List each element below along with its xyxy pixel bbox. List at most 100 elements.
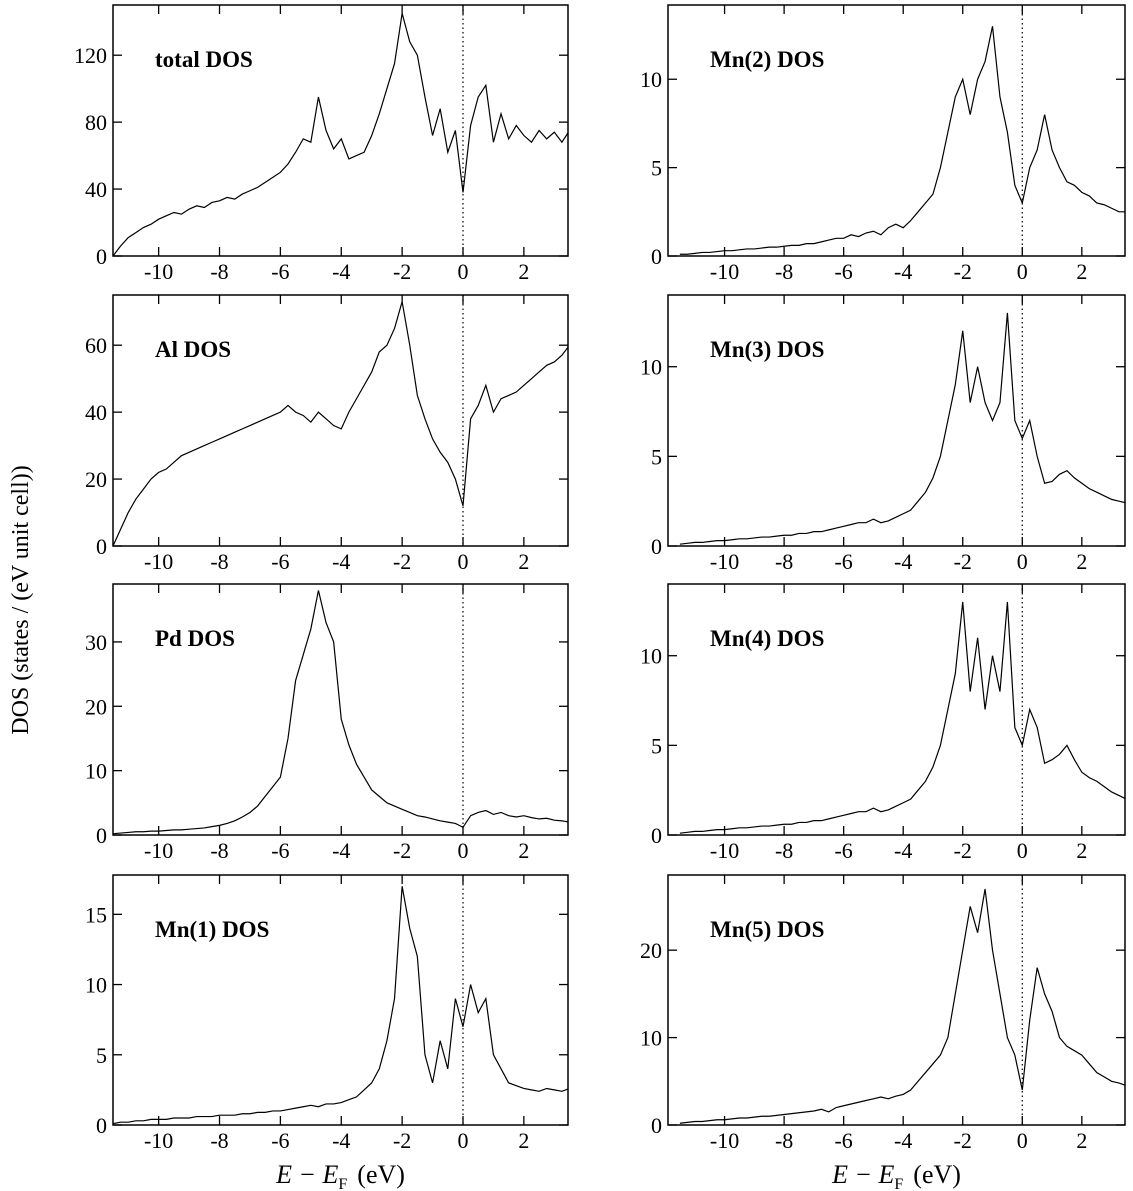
x-tick-label: -4 [894,838,912,863]
dos-line [679,26,1125,255]
x-tick-label: 0 [458,259,469,284]
x-tick-label: -2 [393,1128,411,1153]
x-tick-label: -10 [144,838,173,863]
y-tick-label: 10 [640,355,662,380]
y-tick-label: 0 [96,823,107,848]
y-tick-label: 0 [651,1113,662,1138]
axes-frame [667,874,1126,1126]
x-tick-label: 0 [1017,549,1028,574]
x-tick-label: 0 [458,1128,469,1153]
x-tick-label: -2 [954,1128,972,1153]
y-tick-label: 10 [85,973,107,998]
x-label-unit: (eV) [913,1160,961,1189]
x-tick-label: 2 [518,549,529,574]
plot-area [113,886,568,1125]
y-tick-label: 0 [96,244,107,269]
x-tick-label: 2 [1076,549,1087,574]
y-tick-label: 5 [96,1043,107,1068]
x-tick-label: 0 [1017,1128,1028,1153]
y-tick-label: 60 [85,333,107,358]
dos-line [679,888,1125,1124]
y-tick-label: 5 [651,444,662,469]
axes-frame [112,4,569,257]
panel: -10 -8 -6 -4 -2 0 2 0 5 10 15 Mn(1) DOS E − EF (eV) [85,874,569,1191]
plot-area [679,312,1125,545]
x-tick-label: -6 [834,549,852,574]
x-tick-label: -10 [144,259,173,284]
y-axis-label: DOS (states / (eV unit cell)) [8,465,34,735]
y-tick-label: 0 [651,823,662,848]
x-tick-label: -4 [894,259,912,284]
x-tick-label: -10 [710,1128,739,1153]
panel: -10 -8 -6 -4 -2 0 2 0 5 10 Mn(3) DOS [640,294,1126,574]
plot-area [113,590,568,835]
x-tick-label: -6 [271,1128,289,1153]
panel: -10 -8 -6 -4 -2 0 2 0 5 10 Mn(4) DOS [640,583,1126,863]
x-tick-label: -8 [775,838,793,863]
axes-frame [667,294,1126,547]
y-tick-label: 10 [640,67,662,92]
panel-title: Mn(5) DOS [710,917,824,942]
axes-frame [112,294,569,547]
x-label-var: E − E [275,1160,338,1189]
x-tick-label: -10 [144,549,173,574]
x-tick-label: -10 [710,549,739,574]
dos-line [113,301,568,546]
y-tick-label: 40 [85,177,107,202]
x-axis-label: E − EF (eV) [831,1160,961,1191]
x-label-sub: F [894,1176,903,1191]
x-tick-label: -10 [710,838,739,863]
y-tick-label: 0 [651,534,662,559]
panel-title: Mn(2) DOS [710,47,824,72]
x-tick-label: -4 [332,549,350,574]
panel-title: Pd DOS [155,626,235,651]
x-tick-label: -2 [954,549,972,574]
y-tick-label: 5 [651,733,662,758]
y-tick-label: 30 [85,630,107,655]
axes-frame [112,874,569,1126]
panel-title: Mn(1) DOS [155,917,269,942]
y-tick-label: 10 [640,1026,662,1051]
x-tick-label: 2 [518,838,529,863]
y-tick-label: 15 [85,902,107,927]
y-tick-label: 120 [74,43,107,68]
y-tick-label: 10 [85,759,107,784]
x-tick-label: -8 [775,549,793,574]
y-tick-label: 0 [96,1113,107,1138]
y-tick-label: 20 [85,694,107,719]
plot-area [679,601,1125,834]
x-tick-label: -4 [894,1128,912,1153]
y-tick-label: 0 [651,244,662,269]
x-tick-label: 2 [518,259,529,284]
x-tick-label: -6 [271,838,289,863]
plot-area [679,26,1125,255]
x-tick-label: 2 [1076,1128,1087,1153]
panel-title: Al DOS [155,337,231,362]
dos-line [113,886,568,1125]
x-tick-label: 2 [518,1128,529,1153]
panel-title: Mn(4) DOS [710,626,824,651]
x-tick-label: -8 [775,259,793,284]
x-tick-label: -8 [775,1128,793,1153]
x-tick-label: -8 [210,549,228,574]
panel: -10 -8 -6 -4 -2 0 2 0 5 10 Mn(2) DOS [640,4,1126,284]
y-tick-label: 20 [640,938,662,963]
x-tick-label: -8 [210,838,228,863]
x-tick-label: -10 [710,259,739,284]
x-tick-label: -2 [954,259,972,284]
y-tick-label: 40 [85,400,107,425]
x-tick-label: 0 [1017,259,1028,284]
x-tick-label: 0 [458,549,469,574]
x-tick-label: 2 [1076,838,1087,863]
y-tick-label: 80 [85,110,107,135]
x-tick-label: -10 [144,1128,173,1153]
dos-line [679,601,1125,834]
plot-area [113,13,568,256]
x-tick-label: 0 [458,838,469,863]
axes-frame [667,4,1126,257]
